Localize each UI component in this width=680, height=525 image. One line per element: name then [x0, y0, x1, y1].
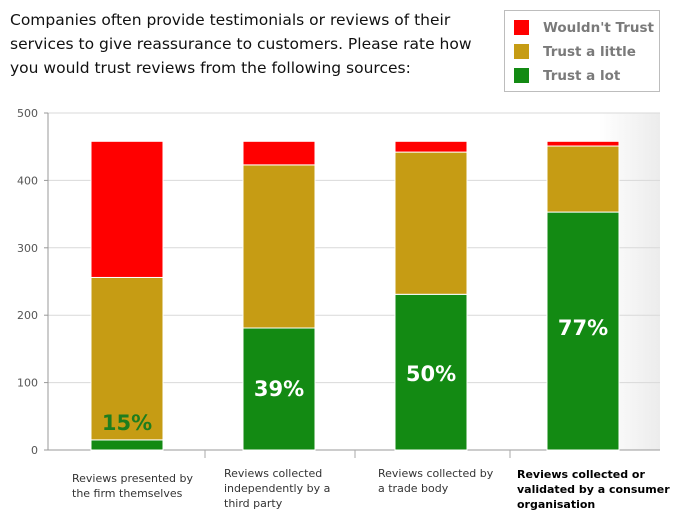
bar-segment-trust-a-lot	[90, 439, 164, 451]
legend-item-trust-a-lot: Trust a lot	[514, 67, 620, 84]
y-tick-label: 400	[17, 174, 38, 187]
bar-data-label: 50%	[406, 362, 456, 386]
y-tick-label: 200	[17, 309, 38, 322]
bar-data-label: 39%	[254, 377, 304, 401]
legend-swatch-trust-a-lot	[514, 68, 529, 83]
question-text: Companies often provide testimonials or …	[10, 11, 472, 77]
bar-segment-trust-a-little	[394, 151, 468, 295]
bar-data-label: 77%	[558, 316, 608, 340]
legend-label-wouldnt-trust: Wouldn't Trust	[543, 19, 654, 36]
category-label-consumer-org: Reviews collected or validated by a cons…	[517, 468, 670, 511]
legend-item-wouldnt-trust: Wouldn't Trust	[514, 19, 654, 36]
category-label-firm: Reviews presented by the firm themselves	[72, 472, 194, 500]
bar-data-label: 15%	[102, 411, 152, 435]
chart-legend: Wouldn't Trust Trust a little Trust a lo…	[504, 10, 660, 92]
bar-segment-trust-a-lot	[242, 327, 316, 451]
y-tick-label: 500	[17, 107, 38, 120]
bar-segment-trust-a-little	[90, 276, 164, 441]
legend-swatch-trust-a-little	[514, 44, 529, 59]
bar-segment-wouldnt-trust	[394, 140, 468, 153]
legend-item-trust-a-little: Trust a little	[514, 43, 636, 60]
y-tick-label: 0	[31, 444, 38, 457]
bar-segment-trust-a-lot	[546, 211, 620, 451]
legend-label-trust-a-lot: Trust a lot	[543, 67, 621, 84]
category-label-third-party: Reviews collected independently by a thi…	[224, 467, 331, 510]
bar-segment-wouldnt-trust	[242, 140, 316, 166]
bar-segment-wouldnt-trust	[90, 140, 164, 278]
y-tick-label: 300	[17, 242, 38, 255]
y-tick-label: 100	[17, 377, 38, 390]
legend-swatch-wouldnt-trust	[514, 20, 529, 35]
bar-segment-trust-a-little	[546, 145, 620, 213]
bar-segment-wouldnt-trust	[546, 140, 620, 147]
bar-segment-trust-a-little	[242, 164, 316, 329]
bar-segment-trust-a-lot	[394, 293, 468, 451]
legend-label-trust-a-little: Trust a little	[543, 43, 636, 60]
category-label-trade-body: Reviews collected by a trade body	[378, 467, 494, 495]
